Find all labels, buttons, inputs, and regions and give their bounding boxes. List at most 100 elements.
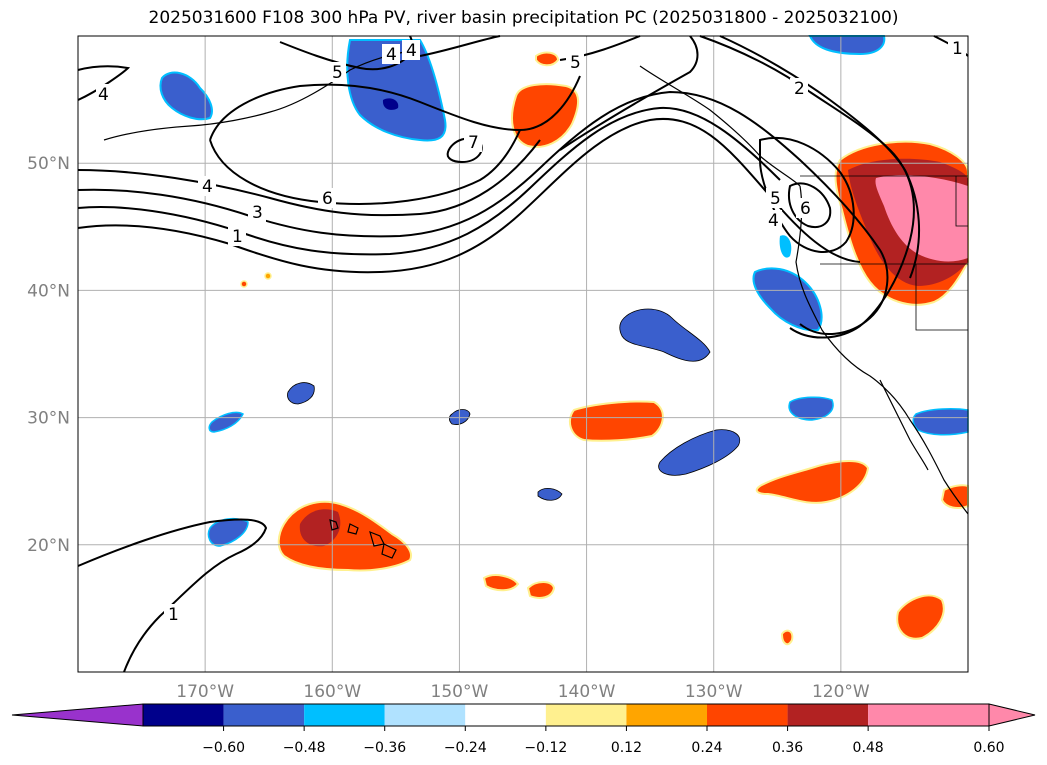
lon-tick-label: 150°W: [431, 682, 489, 702]
pv-contour: [559, 35, 699, 151]
pv-contour: [77, 139, 541, 217]
contour-label: 6: [800, 199, 811, 219]
colorbar-tick-label: 0.36: [772, 740, 803, 756]
colorbar-extend-min: [11, 703, 144, 727]
precip-patch-positive: [780, 629, 794, 646]
precip-patch-positive: [299, 509, 341, 547]
colorbar-tick-label: −0.36: [363, 740, 406, 756]
precip-patch-negative: [287, 382, 315, 405]
coastline-alaska: [103, 49, 421, 141]
contour-label: 7: [468, 133, 479, 153]
precip-patch-negative: [207, 517, 249, 547]
lon-tick-label: 170°W: [176, 682, 234, 702]
contour-label: 1: [952, 39, 963, 59]
precip-patch-negative: [779, 235, 792, 258]
border-idaho: [955, 176, 968, 227]
border-ca-nv: [915, 264, 968, 331]
pv-contour: [446, 137, 483, 164]
precip-patch-positive: [875, 175, 968, 262]
pv-contour: [77, 106, 781, 256]
contour-label: 1: [168, 605, 179, 625]
pv-contour: [419, 35, 501, 57]
colorbar-tick-label: 0.24: [691, 740, 722, 756]
colorbar-segment: [787, 704, 869, 726]
colorbar-tick-label: −0.60: [202, 740, 245, 756]
lon-tick-label: 160°W: [303, 682, 361, 702]
map-frame: [77, 35, 969, 673]
colorbar-tick-label: −0.48: [283, 740, 326, 756]
precip-patch-positive: [755, 460, 870, 504]
pv-contour: [209, 129, 521, 205]
precip-patch-positive: [264, 272, 272, 280]
contour-label: 5: [332, 63, 343, 83]
hawaii-islands: [329, 519, 397, 559]
contour-labels: 1 3 4 5 6 7 1 4 5 2 1 4 4 5 6 4: [96, 38, 966, 625]
contour-label: 4: [406, 41, 417, 61]
pv-contour: [77, 518, 268, 673]
colorbar-segment: [384, 704, 466, 726]
precip-patch-negative: [537, 488, 563, 501]
precip-patch-negative: [619, 308, 711, 362]
precip-patch-positive: [896, 594, 945, 640]
lat-tick-label: 50°N: [27, 154, 70, 174]
lat-tick-label: 20°N: [27, 536, 70, 556]
precip-patch-positive: [568, 400, 664, 442]
colorbar-segment: [626, 704, 707, 726]
coastline-west-us: [795, 185, 969, 515]
precip-patch-negative: [382, 98, 399, 110]
lon-tick-label: 120°W: [812, 682, 870, 702]
pv-contours: [77, 35, 969, 673]
precip-patch-negative: [658, 429, 741, 476]
precip-patch-negative: [346, 39, 447, 142]
contour-label: 3: [252, 203, 263, 223]
precip-patch-positive: [482, 574, 520, 592]
contour-label: 6: [322, 189, 333, 209]
contour-label: 1: [232, 227, 243, 247]
colorbar-segment: [223, 704, 305, 726]
precip-patch-positive: [535, 51, 560, 67]
contour-label: 2: [794, 79, 805, 99]
precip-patch-negative: [912, 408, 969, 436]
precip-patch-positive: [240, 280, 248, 288]
contour-label: 5: [570, 53, 581, 73]
lon-tick-label: 140°W: [558, 682, 616, 702]
pv-contour: [719, 35, 920, 279]
coastline-bc: [639, 65, 801, 187]
contour-label: 5: [770, 189, 781, 209]
colorbar-segment: [143, 704, 224, 726]
coastline-baja: [879, 379, 929, 471]
gridlines: [78, 36, 968, 672]
colorbar-segment: [707, 704, 788, 726]
pv-contour: [77, 90, 889, 335]
lat-tick-label: 40°N: [27, 281, 70, 301]
contour-label: 4: [98, 85, 109, 105]
colorbar-tick-label: −0.12: [524, 740, 567, 756]
colorbar-segment: [304, 704, 385, 726]
colorbar-segment: [868, 704, 989, 726]
precip-patch-negative: [752, 267, 823, 332]
colorbar: −0.60 −0.48 −0.36 −0.24 −0.12 0.12 0.24 0.36 0.4…: [11, 703, 1036, 756]
colorbar-segment: [465, 704, 546, 726]
precip-patch-negative: [159, 71, 213, 121]
coastlines: [103, 49, 969, 559]
colorbar-tick-label: 0.60: [973, 740, 1004, 756]
precip-patch-negative: [788, 396, 834, 421]
contour-label: 4: [768, 211, 779, 231]
colorbar-tick-label: −0.24: [444, 740, 487, 756]
contour-label: 4: [386, 45, 397, 65]
pv-contour: [788, 182, 832, 228]
map-title: 2025031600 F108 300 hPa PV, river basin …: [148, 8, 899, 28]
pv-contour: [209, 75, 581, 141]
colorbar-tick-label: 0.12: [611, 740, 642, 756]
precip-patch-positive: [526, 581, 556, 599]
colorbar-segment: [545, 704, 627, 726]
axis-labels: 170°W 160°W 150°W 140°W 130°W 120°W 20°N 30°N 40…: [27, 154, 870, 702]
precip-patch-negative: [808, 35, 886, 56]
lon-tick-label: 130°W: [685, 682, 743, 702]
colorbar-extend-max: [988, 703, 1036, 727]
colorbar-tick-label: 0.48: [853, 740, 884, 756]
lat-tick-label: 30°N: [27, 409, 70, 429]
state-borders: [800, 175, 968, 331]
contour-label: 4: [202, 177, 213, 197]
